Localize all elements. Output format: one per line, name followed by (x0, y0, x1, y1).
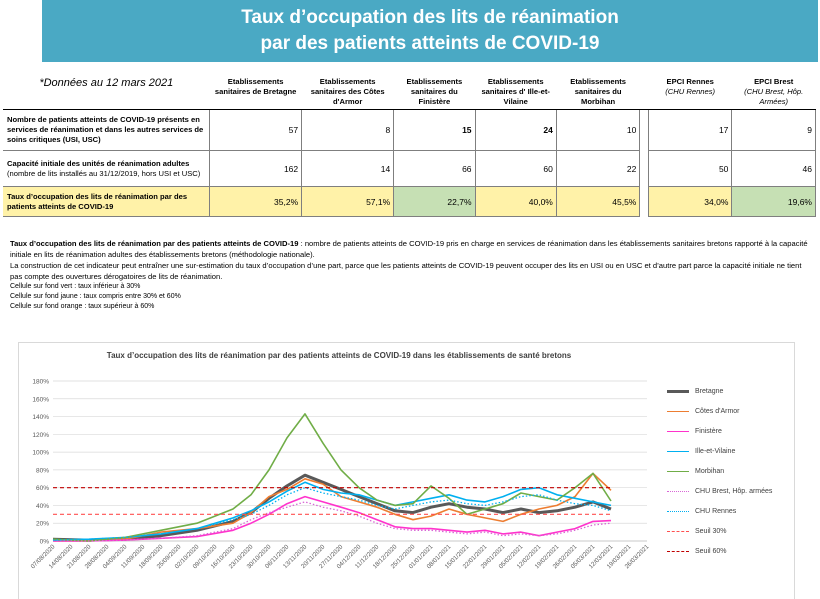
y-tick-label: 100% (32, 450, 49, 457)
col-header: Etablissements sanitaires de Bretagne (209, 74, 302, 110)
table-row: Nombre de patients atteints de COVID-19 … (3, 109, 816, 151)
legend-label: Morbihan (695, 467, 725, 475)
methodology-notes: Taux d’occupation des lits de réanimatio… (10, 238, 815, 312)
y-tick-label: 160% (32, 396, 49, 403)
page-banner: Taux d’occupation des lits de réanimatio… (42, 0, 818, 62)
table-cell: 66 (393, 150, 476, 187)
y-tick-label: 140% (32, 414, 49, 421)
legend-swatch (667, 410, 689, 412)
legend-swatch (667, 510, 689, 512)
legend-label: Ille-et-Vilaine (695, 447, 736, 455)
table-header-row: *Données au 12 mars 2021 Etablissements … (3, 74, 816, 110)
legend-item: Ille-et-Vilaine (667, 441, 792, 461)
table-cell: 162 (209, 150, 303, 187)
y-tick-label: 40% (36, 503, 49, 510)
legend-label: Côtes d'Armor (695, 407, 740, 415)
legend-label: Seuil 30% (695, 527, 727, 535)
rate-cell: 35,2% (209, 186, 303, 217)
y-tick-label: 0% (40, 539, 50, 546)
color-legend-green: Cellule sur fond vert : taux inférieur à… (10, 283, 141, 290)
legend-item: Côtes d'Armor (667, 401, 792, 421)
legend-swatch (667, 450, 689, 452)
table-cell: 14 (301, 150, 395, 187)
y-tick-label: 20% (36, 521, 49, 528)
legend-swatch (667, 530, 689, 532)
row-label: Nombre de patients atteints de COVID-19 … (3, 109, 211, 151)
legend-label: CHU Brest, Hôp. armées (695, 487, 773, 495)
table-cell: 57 (209, 109, 303, 151)
definition-paragraph: Taux d’occupation des lits de réanimatio… (10, 239, 808, 259)
col-header: Etablissements sanitaires du Finistère (393, 74, 476, 110)
y-tick-label: 120% (32, 432, 49, 439)
legend-swatch (667, 470, 689, 472)
chart-legend: Bretagne Côtes d'Armor Finistère Ille-et-Vi… (667, 381, 792, 561)
y-tick-label: 60% (36, 485, 49, 492)
legend-label: Seuil 60% (695, 547, 727, 555)
line-chart: 0%20%40%60%80%100%120%140%160%180%07/08/… (30, 379, 651, 571)
rate-cell: 34,0% (647, 186, 733, 217)
legend-item: CHU Rennes (667, 501, 792, 521)
table-row: Capacité initiale des unités de réanimat… (3, 150, 816, 187)
col-gap (639, 186, 649, 217)
color-legend-orange: Cellule sur fond orange : taux supérieur… (10, 303, 155, 310)
legend-item: Seuil 60% (667, 541, 792, 561)
legend-item: Seuil 30% (667, 521, 792, 541)
series-line (53, 472, 612, 542)
legend-swatch (667, 430, 689, 432)
legend-item: Finistère (667, 421, 792, 441)
legend-label: Finistère (695, 427, 722, 435)
legend-swatch (667, 389, 689, 393)
series-line (52, 487, 612, 541)
y-tick-label: 80% (36, 467, 49, 474)
occupancy-table: *Données au 12 mars 2021 Etablissements … (3, 74, 816, 217)
table-cell: 9 (731, 109, 816, 151)
table-cell: 22 (555, 150, 641, 187)
col-gap (639, 74, 649, 110)
table-cell: 8 (301, 109, 395, 151)
y-tick-label: 180% (32, 379, 49, 386)
col-gap (639, 109, 649, 151)
table-cell: 46 (731, 150, 816, 187)
banner-title-line-1: Taux d’occupation des lits de réanimatio… (241, 7, 619, 28)
series-line (53, 501, 612, 542)
color-legend-yellow: Cellule sur fond jaune : taux compris en… (10, 293, 181, 300)
series-line (52, 473, 612, 542)
rate-cell: 19,6% (731, 186, 816, 217)
table-cell: 10 (555, 109, 641, 151)
col-header: Etablissements sanitaires du Morbihan (556, 74, 640, 110)
table-cell: 24 (474, 109, 557, 151)
row-label: Taux d’occupation des lits de réanimatio… (3, 186, 211, 217)
table-cell: 17 (647, 109, 733, 151)
table-row: Taux d’occupation des lits de réanimatio… (3, 186, 816, 217)
rate-cell: 22,7% (393, 186, 476, 217)
chart-container: Taux d’occupation des lits de réanimatio… (18, 342, 795, 599)
table-cell: 60 (474, 150, 557, 187)
col-header: EPCI Rennes (CHU Rennes) (648, 74, 732, 110)
col-header: EPCI Brest (CHU Brest, Hôp. Armées) (731, 74, 816, 110)
legend-item: Morbihan (667, 461, 792, 481)
chart-title: Taux d’occupation des lits de réanimatio… (106, 351, 572, 360)
data-date-label: *Données au 12 mars 2021 (3, 74, 210, 110)
row-label: Capacité initiale des unités de réanimat… (3, 150, 211, 187)
col-gap (639, 150, 649, 187)
legend-label: CHU Rennes (695, 507, 737, 515)
legend-swatch (667, 490, 689, 492)
rate-cell: 45,5% (555, 186, 641, 217)
legend-item: Bretagne (667, 381, 792, 401)
col-header: Etablissements sanitaires des Côtes d'Ar… (301, 74, 394, 110)
rate-cell: 57,1% (301, 186, 395, 217)
legend-item: CHU Brest, Hôp. armées (667, 481, 792, 501)
col-header: Etablissements sanitaires d' Ille-et-Vil… (475, 74, 557, 110)
rate-cell: 40,0% (474, 186, 557, 217)
legend-swatch (667, 550, 689, 552)
banner-title-line-2: par des patients atteints de COVID-19 (260, 33, 600, 54)
table-cell: 15 (393, 109, 476, 151)
series-line (52, 413, 612, 542)
table-cell: 50 (647, 150, 733, 187)
legend-label: Bretagne (695, 387, 724, 395)
caveat-paragraph: La construction de cet indicateur peut e… (10, 261, 802, 281)
